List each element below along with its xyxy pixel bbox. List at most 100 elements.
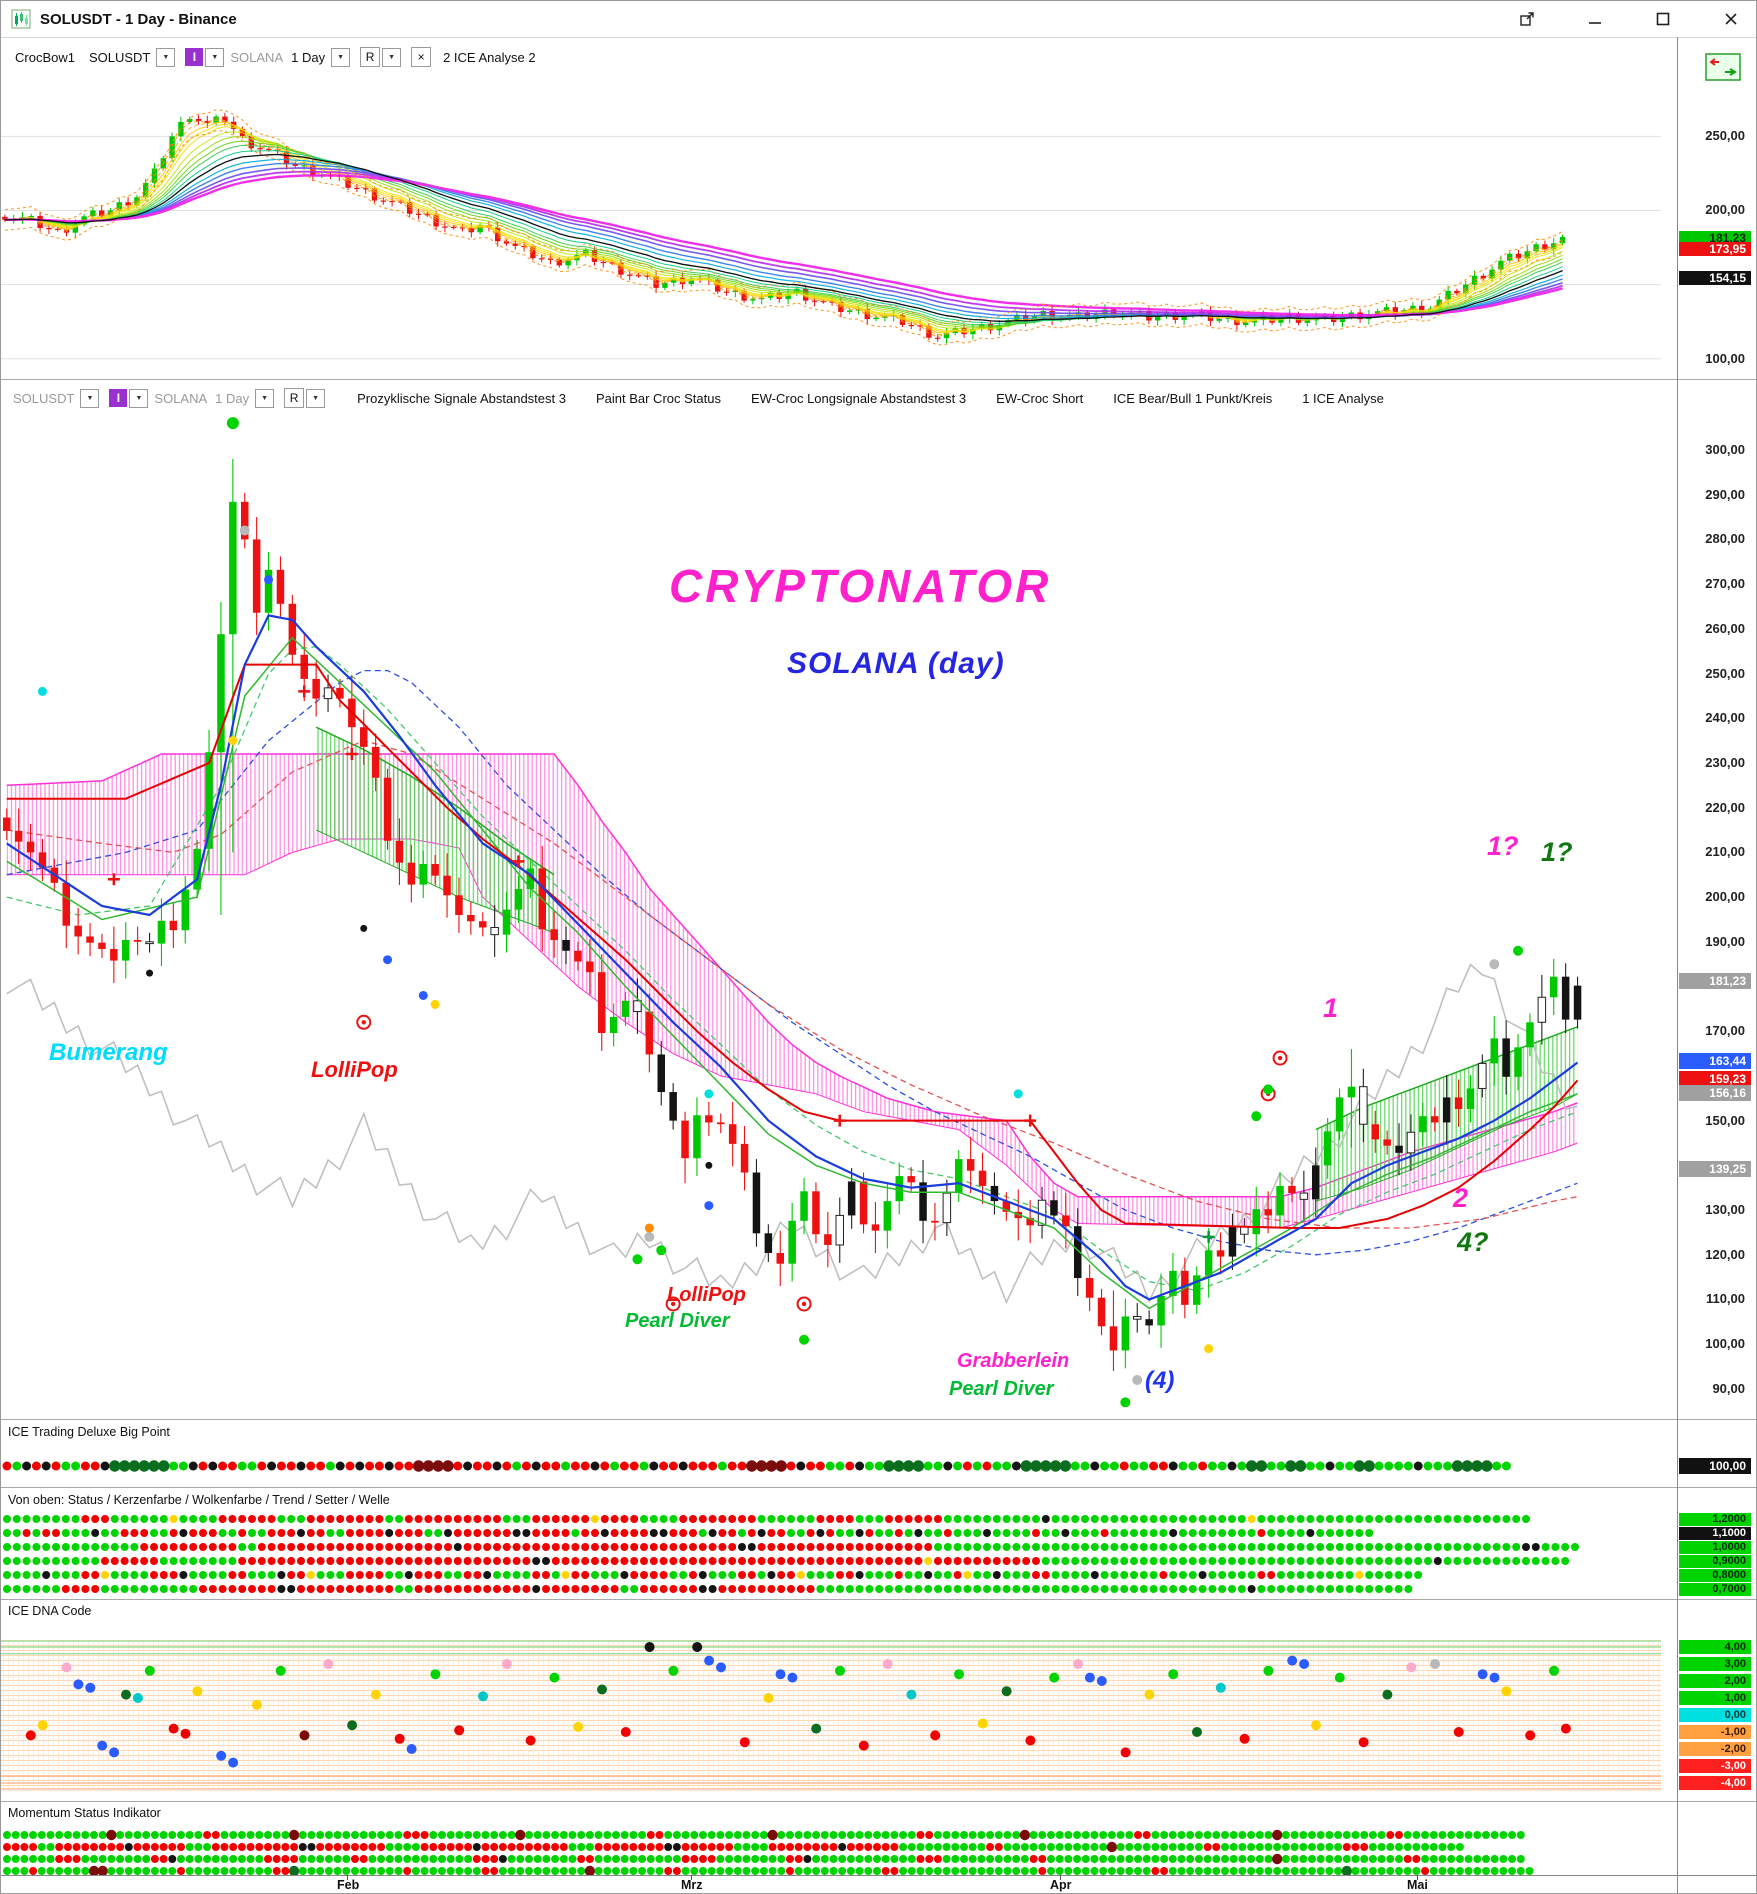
minimize-button[interactable]	[1584, 8, 1606, 30]
price-tag: -2,00	[1679, 1742, 1751, 1756]
price-tag: 100,00	[1679, 1458, 1751, 1474]
r-button[interactable]: R	[284, 388, 305, 408]
von-oben-canvas[interactable]	[1, 1511, 1677, 1599]
chart-annotation: 4?	[1457, 1227, 1489, 1257]
price-tag: 4,00	[1679, 1640, 1751, 1654]
price-tag: 156,16	[1679, 1085, 1751, 1102]
r-button[interactable]: R	[360, 47, 381, 67]
indicator-dropdown-i[interactable]: ▼	[129, 388, 149, 408]
indicator-label[interactable]: EW-Croc Short	[996, 390, 1084, 406]
month-label: Apr	[1050, 1878, 1072, 1892]
month-label: Feb	[337, 1878, 360, 1892]
indicator-button-i[interactable]: I	[185, 48, 204, 66]
price-tick: 240,00	[1705, 710, 1745, 726]
chart-annotation: 1?	[1541, 837, 1573, 867]
momentum-canvas[interactable]	[1, 1825, 1677, 1875]
maximize-button[interactable]	[1652, 8, 1674, 30]
r-dropdown[interactable]: ▼	[382, 47, 402, 67]
price-tag: 159,23	[1679, 1071, 1751, 1088]
interval-label[interactable]: 1 Day	[215, 390, 250, 406]
indicator-label[interactable]: EW-Croc Longsignale Abstandstest 3	[750, 390, 967, 406]
remove-button[interactable]: ×	[411, 47, 432, 67]
preset-label[interactable]: CrocBow1	[15, 49, 75, 65]
panel-divider	[1, 1875, 1756, 1876]
chart-annotation: SOLANA (day)	[787, 647, 1005, 680]
indicator-label[interactable]: 1 ICE Analyse	[1302, 390, 1384, 406]
top-chart-canvas[interactable]	[1, 77, 1677, 381]
symbol-label[interactable]: SOLUSDT	[88, 49, 151, 65]
price-tag: 163,44	[1679, 1052, 1751, 1069]
price-tick: 300,00	[1705, 442, 1745, 457]
chart-toolbar-top: CrocBow1 SOLUSDT ▼ I ▼ SOLANA 1 Day ▼ R …	[1, 37, 540, 77]
price-tick: 200,00	[1705, 889, 1745, 905]
panel-label-momentum: Momentum Status Indikator	[8, 1806, 161, 1820]
price-tick: 280,00	[1705, 531, 1745, 547]
price-tag: 139,25	[1679, 1160, 1751, 1177]
popout-button[interactable]	[1516, 8, 1538, 30]
price-tick: 230,00	[1705, 754, 1745, 770]
price-tag: -4,00	[1679, 1776, 1751, 1790]
symbol-dropdown[interactable]: ▼	[80, 388, 100, 408]
price-tag: -1,00	[1679, 1725, 1751, 1739]
price-tag: 181,23	[1679, 231, 1751, 246]
chart-annotation: (4)	[1145, 1367, 1175, 1394]
price-tick: 250,00	[1705, 128, 1745, 144]
app-icon	[11, 9, 31, 29]
big-point-canvas[interactable]	[1, 1445, 1677, 1487]
r-dropdown[interactable]: ▼	[306, 388, 326, 408]
price-tag: 1,0000	[1679, 1540, 1751, 1554]
price-tag: 154,15	[1679, 271, 1751, 286]
chart-annotation: LolliPop	[667, 1284, 746, 1306]
symbol-label[interactable]: SOLUSDT	[13, 390, 75, 406]
price-tag: 2,00	[1679, 1674, 1751, 1688]
price-tag: 173,95	[1679, 242, 1751, 257]
price-tag: -3,00	[1679, 1759, 1751, 1773]
price-tick: 150,00	[1705, 1112, 1745, 1128]
price-tag: 0,00	[1679, 1708, 1751, 1722]
month-tick	[1060, 1875, 1061, 1880]
analysis-label[interactable]: 2 ICE Analyse 2	[443, 49, 536, 65]
chart-annotation: 1?	[1487, 831, 1519, 861]
month-tick	[1417, 1875, 1418, 1880]
price-tag: 1,1000	[1679, 1526, 1751, 1540]
price-tag: 3,00	[1679, 1657, 1751, 1671]
month-tick	[691, 1875, 692, 1880]
main-chart-canvas[interactable]	[1, 415, 1677, 1419]
interval-dropdown[interactable]: ▼	[255, 388, 275, 408]
panel-label-big-point: ICE Trading Deluxe Big Point	[8, 1425, 170, 1439]
chart-annotation: CRYPTONATOR	[669, 560, 1052, 612]
chart-annotation: Bumerang	[49, 1039, 168, 1066]
price-tick: 210,00	[1705, 844, 1745, 860]
month-label: Mrz	[681, 1878, 703, 1892]
price-tick: 250,00	[1705, 665, 1745, 681]
indicator-dropdown-i[interactable]: ▼	[205, 47, 225, 67]
panel-divider	[1, 37, 1756, 38]
price-tick: 90,00	[1712, 1380, 1745, 1396]
price-tick: 170,00	[1705, 1023, 1745, 1039]
interval-label[interactable]: 1 Day	[291, 49, 326, 65]
symbol-dropdown[interactable]: ▼	[156, 47, 176, 67]
indicator-button-i[interactable]: I	[109, 389, 128, 407]
chart-annotation: 2	[1453, 1183, 1469, 1213]
price-tag: 1,00	[1679, 1691, 1751, 1705]
price-tick: 290,00	[1705, 486, 1745, 502]
price-axis-line	[1677, 37, 1678, 1893]
price-tick: 190,00	[1705, 933, 1745, 949]
chart-annotation: Grabberlein	[957, 1350, 1070, 1372]
indicator-label[interactable]: Paint Bar Croc Status	[595, 390, 721, 406]
link-chart-icon[interactable]	[1705, 53, 1741, 81]
price-tick: 220,00	[1705, 799, 1745, 815]
interval-dropdown[interactable]: ▼	[331, 47, 351, 67]
dna-canvas[interactable]	[1, 1623, 1677, 1801]
close-button[interactable]	[1720, 8, 1742, 30]
price-tag: 0,7000	[1679, 1582, 1751, 1596]
indicator-label[interactable]: ICE Bear/Bull 1 Punkt/Kreis	[1113, 390, 1273, 406]
panel-divider	[1, 1801, 1756, 1802]
price-tick: 200,00	[1705, 202, 1745, 218]
instrument-label: SOLANA	[154, 390, 208, 406]
indicator-label[interactable]: Prozyklische Signale Abstandstest 3	[357, 390, 566, 406]
price-tag: 0,8000	[1679, 1568, 1751, 1582]
price-tag: 0,9000	[1679, 1554, 1751, 1568]
instrument-label: SOLANA	[230, 49, 284, 65]
